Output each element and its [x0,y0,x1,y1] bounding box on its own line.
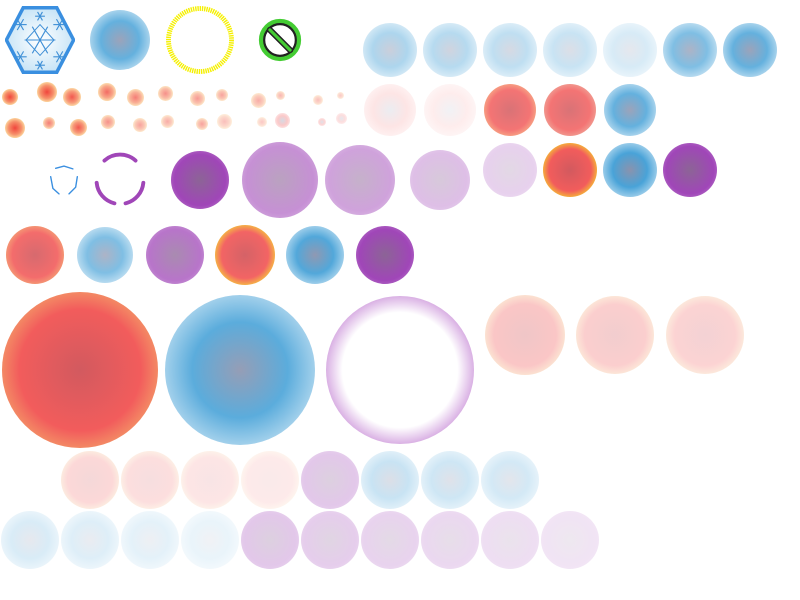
no-entry-icon [258,18,302,62]
purple-orb-large [356,226,414,284]
spark-dot [63,88,81,106]
red-orb-yellow-rim [543,143,597,197]
purple-arc-ring-icon [90,150,150,210]
red-orb-orange-rim [2,292,158,448]
ice-orb-faint [1,511,59,569]
red-orb-medium [544,84,596,136]
spark-dot [250,92,266,108]
snowflake-hex-icon [5,5,75,75]
spark-dot [69,118,87,136]
pink-orb-faint [485,295,565,375]
spark-dot [43,117,55,129]
purple-orb-green-rim [325,145,395,215]
purple-orb-green-rim [242,142,318,218]
lilac-orb-faint [241,511,299,569]
pink-orb-faint [241,451,299,509]
ice-orb [663,23,717,77]
lilac-orb-faint [361,511,419,569]
pink-orb-faint [576,296,654,374]
spark-dot [189,90,205,106]
purple-bubble-ring-icon [326,296,474,444]
ice-orb [363,23,417,77]
pink-orb-faint [666,296,744,374]
purple-orb-green-rim [483,143,537,197]
blue-orb-medium [604,84,656,136]
red-orb-orange-rim [6,226,64,284]
ice-orb-faint [61,511,119,569]
spark-dot [336,91,344,99]
spark-dot [275,90,285,100]
ice-orb-faint [361,451,419,509]
pink-orb [424,84,476,136]
spark-dot [257,117,267,127]
blue-soft-orb [90,10,150,70]
spark-dot [126,88,144,106]
lilac-orb-faint [301,511,359,569]
blue-arc-ring-icon [49,165,79,195]
spark-dot [157,85,173,101]
spark-dot [216,113,232,129]
ice-orb-faint [121,511,179,569]
blue-orb-large [286,226,344,284]
spark-dot [196,118,208,130]
spark-dot [5,118,25,138]
purple-orb-grey-rim [146,226,204,284]
spark-dot [101,115,115,129]
red-orb-small [484,84,536,136]
ice-orb [423,23,477,77]
spark-dot [98,83,116,101]
purple-orb-green-rim [410,150,470,210]
ice-orb [543,23,597,77]
purple-orb-green-rim [663,143,717,197]
spark-dot [160,114,174,128]
yellow-ring-icon [165,5,235,75]
ice-orb [603,23,657,77]
ice-orb-faint [181,511,239,569]
spark-dot [313,95,323,105]
ice-orb [483,23,537,77]
lilac-orb-faint [541,511,599,569]
pink-orb-faint [181,451,239,509]
spark-dot [37,82,57,102]
lilac-orb-faint [421,511,479,569]
blue-orb [77,227,133,283]
spark-dot [133,118,147,132]
ice-orb-faint [481,451,539,509]
blue-orb [603,143,657,197]
ice-orb-faint [421,451,479,509]
spark-dot [216,89,228,101]
blue-orb [165,295,315,445]
pink-orb [274,112,290,128]
red-orb-large [215,225,275,285]
pink-orb [318,118,326,126]
ice-orb [723,23,777,77]
lilac-orb-faint [301,451,359,509]
spark-dot [2,89,18,105]
lilac-orb-faint [481,511,539,569]
pink-orb [335,112,347,124]
pink-orb-faint [121,451,179,509]
purple-orb-green-rim [171,151,229,209]
pink-orb [364,84,416,136]
pink-orb-faint [61,451,119,509]
